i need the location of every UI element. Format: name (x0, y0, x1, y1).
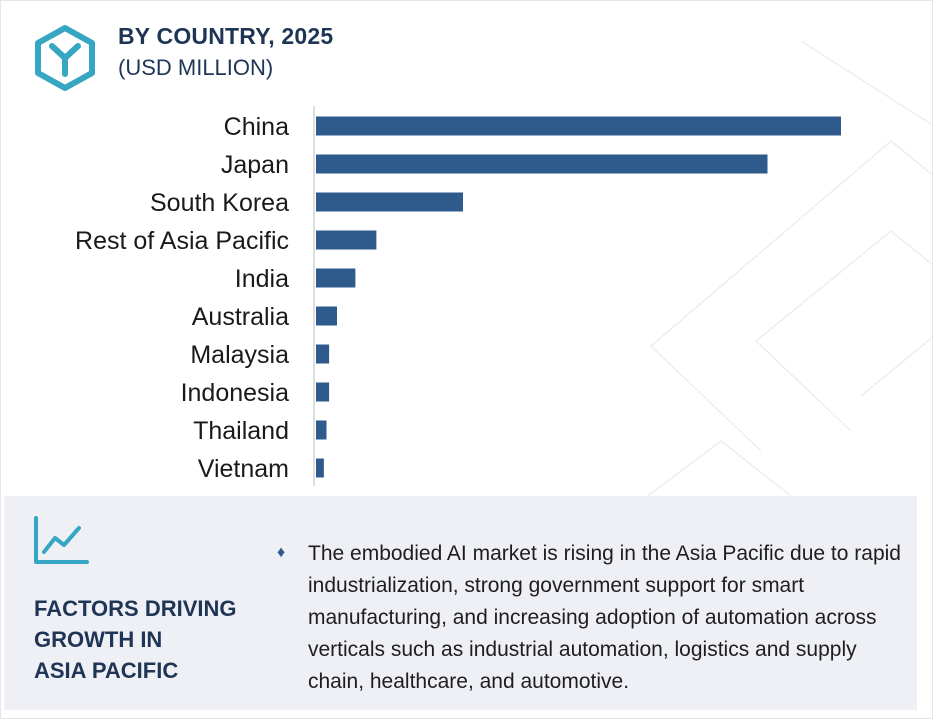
category-label: Australia (192, 303, 289, 331)
category-label: Thailand (193, 417, 289, 445)
factors-title: FACTORS DRIVING GROWTH IN ASIA PACIFIC (34, 593, 264, 686)
factors-description: The embodied AI market is rising in the … (308, 542, 901, 693)
line-chart-trend-icon (34, 516, 89, 564)
chart-subtitle: (USD MILLION) (118, 55, 274, 80)
category-label: China (224, 113, 289, 141)
category-label: Japan (221, 151, 289, 179)
diamond-bullet-icon: ♦ (277, 544, 286, 561)
hexagon-y-logo-icon (35, 25, 95, 91)
bar (316, 420, 327, 440)
bar (316, 458, 324, 478)
bar (316, 268, 356, 288)
bar (316, 116, 841, 136)
bar-chart: China Japan South Korea Rest of Asia Pacifi… (75, 106, 841, 486)
factors-title-line: ASIA PACIFIC (34, 658, 179, 683)
category-label: Vietnam (198, 455, 289, 483)
category-label: Malaysia (190, 341, 289, 369)
factors-title-line: GROWTH IN (34, 627, 163, 652)
chart-title: BY COUNTRY, 2025 (118, 23, 334, 49)
bar (316, 344, 330, 364)
bar (316, 230, 377, 250)
factors-panel (4, 496, 917, 710)
category-label: India (235, 265, 289, 293)
category-label: Indonesia (181, 379, 290, 407)
factors-title-line: FACTORS DRIVING (34, 596, 237, 621)
bar (316, 382, 330, 402)
bar (316, 192, 463, 212)
bar (316, 154, 768, 174)
category-label: South Korea (150, 189, 289, 217)
bar (316, 306, 337, 326)
category-label: Rest of Asia Pacific (75, 227, 289, 255)
